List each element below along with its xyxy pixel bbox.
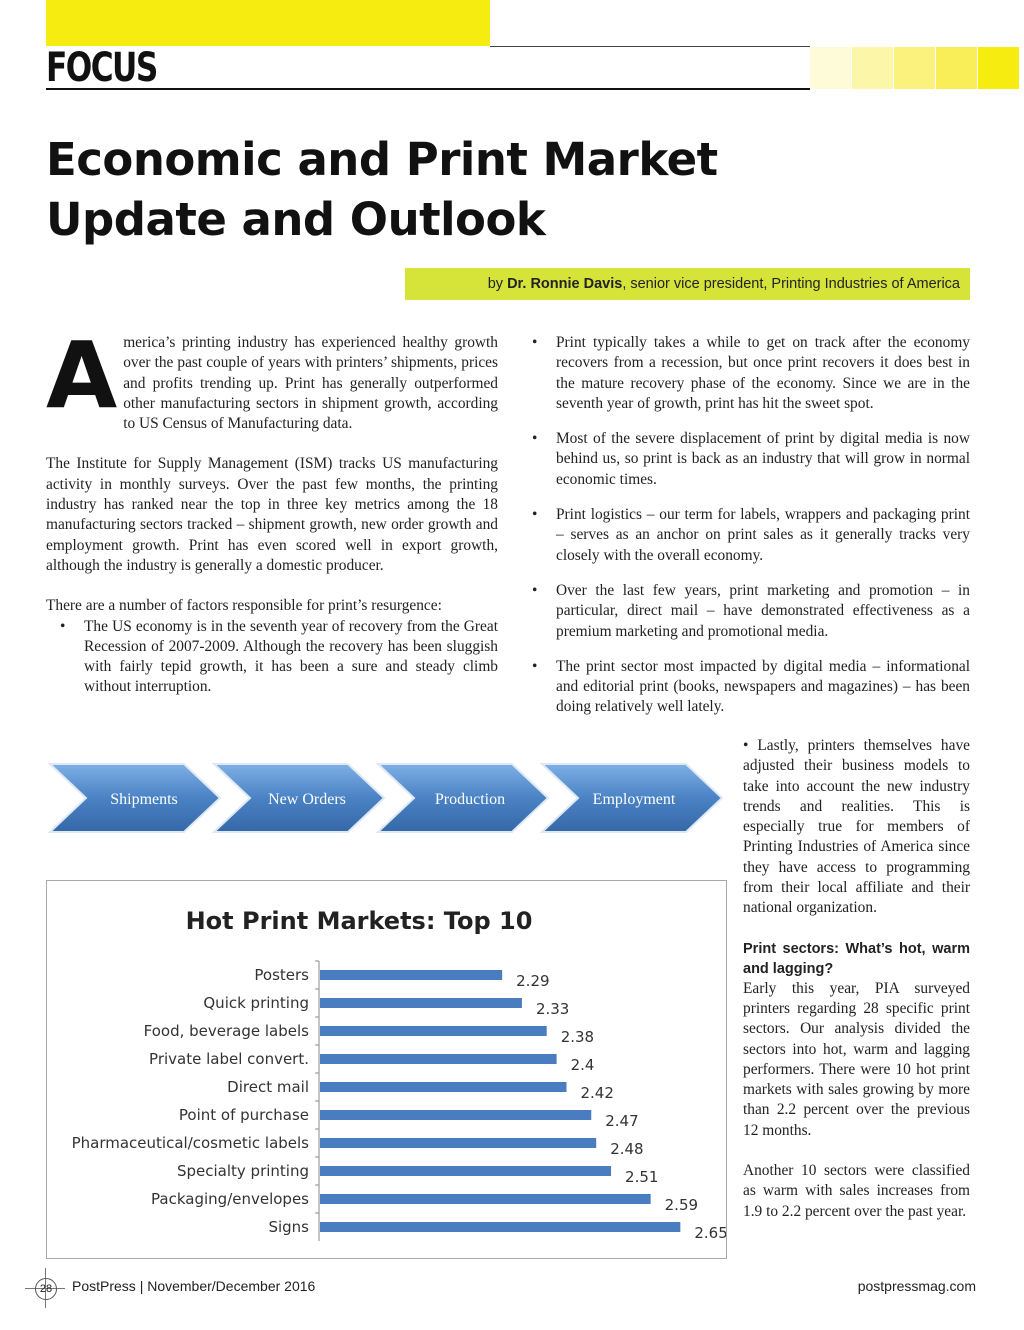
title-line-1: Economic and Print Market bbox=[46, 133, 718, 186]
arrow-label: Employment bbox=[593, 791, 676, 808]
side-column: • Lastly, printers themselves have adjus… bbox=[743, 736, 970, 1242]
swatch bbox=[810, 47, 852, 89]
byline-author: Dr. Ronnie Davis bbox=[507, 276, 623, 292]
bar bbox=[320, 1054, 557, 1064]
byline-prefix: by bbox=[487, 276, 504, 292]
subhead: Print sectors: What’s hot, warm and lagg… bbox=[743, 940, 970, 977]
category-label: Signs bbox=[268, 1218, 309, 1236]
drop-cap: A bbox=[46, 322, 118, 429]
data-label: 2.42 bbox=[581, 1084, 614, 1102]
chart-title: Hot Print Markets: Top 10 bbox=[186, 907, 533, 935]
bar bbox=[320, 1166, 612, 1176]
publication-info: PostPress | November/December 2016 bbox=[72, 1278, 316, 1294]
bar bbox=[320, 1222, 681, 1232]
bar bbox=[320, 1138, 597, 1148]
arrow-production: Production bbox=[375, 763, 550, 833]
section-label: FOCUS bbox=[46, 45, 158, 91]
bullet-list: Print typically takes a while to get on … bbox=[528, 333, 970, 718]
arrow-label: New Orders bbox=[268, 791, 346, 808]
bullet-list: The US economy is in the seventh year of… bbox=[46, 617, 498, 698]
intro-text: merica’s printing industry has experienc… bbox=[123, 334, 498, 433]
section-rule bbox=[46, 88, 810, 90]
arrow-employment: Employment bbox=[539, 763, 724, 833]
data-label: 2.29 bbox=[516, 972, 549, 990]
paragraph: There are a number of factors responsibl… bbox=[46, 597, 442, 615]
byline: by Dr. Ronnie Davis, senior vice preside… bbox=[405, 268, 970, 300]
right-column: Print typically takes a while to get on … bbox=[528, 333, 970, 733]
paragraph: • Lastly, printers themselves have adjus… bbox=[743, 737, 970, 917]
paragraph: The Institute for Supply Management (ISM… bbox=[46, 455, 498, 574]
category-label: Packaging/envelopes bbox=[151, 1190, 309, 1208]
bar bbox=[320, 998, 522, 1008]
arrow-label: Shipments bbox=[110, 791, 178, 808]
data-label: 2.59 bbox=[665, 1196, 698, 1214]
bullet-item: Over the last few years, print marketing… bbox=[528, 581, 970, 642]
data-label: 2.47 bbox=[605, 1112, 638, 1130]
arrow-shipments: Shipments bbox=[48, 763, 222, 833]
bullet-item: Print typically takes a while to get on … bbox=[528, 333, 970, 414]
bullet-item: Print logistics – our term for labels, w… bbox=[528, 505, 970, 566]
top-rule bbox=[490, 46, 810, 47]
category-label: Private label convert. bbox=[149, 1050, 309, 1068]
category-label: Direct mail bbox=[227, 1078, 309, 1096]
page-number: 28 bbox=[35, 1278, 57, 1300]
paragraph: Another 10 sectors were classified as wa… bbox=[743, 1162, 970, 1220]
swatch bbox=[894, 47, 936, 89]
process-arrows: Shipments New Orders Production Employme… bbox=[48, 763, 724, 833]
chart-frame: Hot Print Markets: Top 10 Posters 2.29 Qui… bbox=[46, 880, 728, 1259]
arrow-label: Production bbox=[435, 791, 505, 808]
data-label: 2.38 bbox=[561, 1028, 594, 1046]
byline-role: , senior vice president, Printing Indust… bbox=[622, 276, 960, 292]
paragraph: Early this year, PIA surveyed printers r… bbox=[743, 979, 970, 1139]
category-label: Pharmaceutical/cosmetic labels bbox=[72, 1134, 310, 1152]
accent-bar bbox=[46, 0, 490, 46]
category-label: Quick printing bbox=[203, 994, 309, 1012]
bar bbox=[320, 1110, 592, 1120]
color-swatches bbox=[810, 47, 1020, 89]
article-title: Economic and Print Market Update and Out… bbox=[46, 130, 718, 250]
website: postpressmag.com bbox=[857, 1278, 976, 1294]
category-label: Posters bbox=[254, 966, 309, 984]
arrow-new-orders: New Orders bbox=[211, 763, 386, 833]
title-line-2: Update and Outlook bbox=[46, 193, 546, 246]
bullet-item: The US economy is in the seventh year of… bbox=[46, 617, 498, 698]
bar bbox=[320, 970, 503, 980]
swatch bbox=[936, 47, 978, 89]
bar bbox=[320, 1082, 567, 1092]
swatch bbox=[852, 47, 894, 89]
data-label: 2.33 bbox=[536, 1000, 569, 1018]
data-label: 2.51 bbox=[625, 1168, 658, 1186]
category-label: Point of purchase bbox=[179, 1106, 309, 1124]
bar bbox=[320, 1194, 651, 1204]
bullet-item: The print sector most impacted by digita… bbox=[528, 657, 970, 718]
bullet-item: Most of the severe displacement of print… bbox=[528, 429, 970, 490]
bar bbox=[320, 1026, 547, 1036]
swatch bbox=[978, 47, 1020, 89]
category-label: Food, beverage labels bbox=[144, 1022, 310, 1040]
category-label: Specialty printing bbox=[177, 1162, 309, 1180]
data-label: 2.65 bbox=[694, 1224, 726, 1242]
bar-chart: Hot Print Markets: Top 10 Posters 2.29 Qui… bbox=[72, 907, 728, 1242]
data-label: 2.48 bbox=[610, 1140, 643, 1158]
data-label: 2.4 bbox=[571, 1056, 595, 1074]
